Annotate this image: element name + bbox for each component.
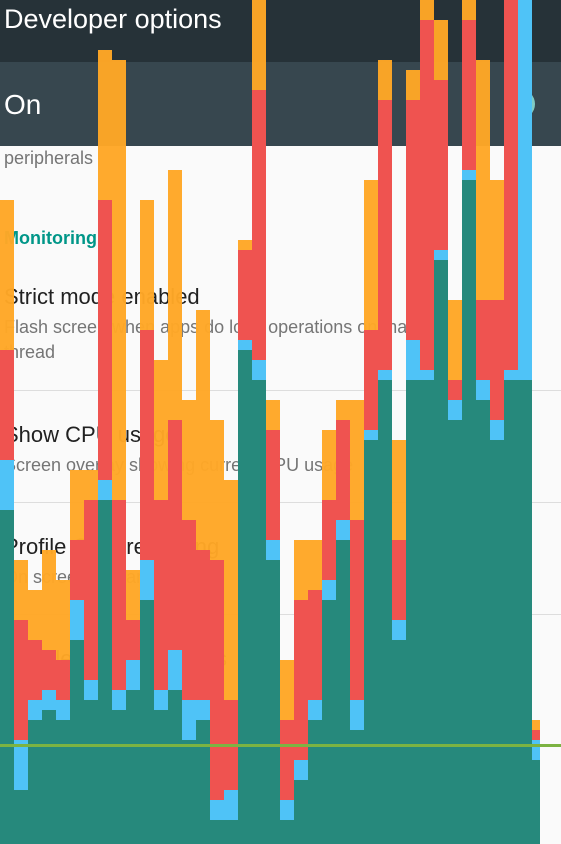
bars-teal [0, 180, 540, 844]
divider [0, 502, 561, 503]
partial-item: peripherals [4, 148, 94, 168]
section-header: Monitoring [4, 228, 97, 248]
master-switch-label: On [4, 89, 42, 120]
target-line [0, 744, 561, 747]
toolbar-title: Developer options [4, 4, 222, 34]
divider [0, 614, 561, 615]
bars-blue [0, 0, 540, 844]
divider [0, 390, 561, 391]
